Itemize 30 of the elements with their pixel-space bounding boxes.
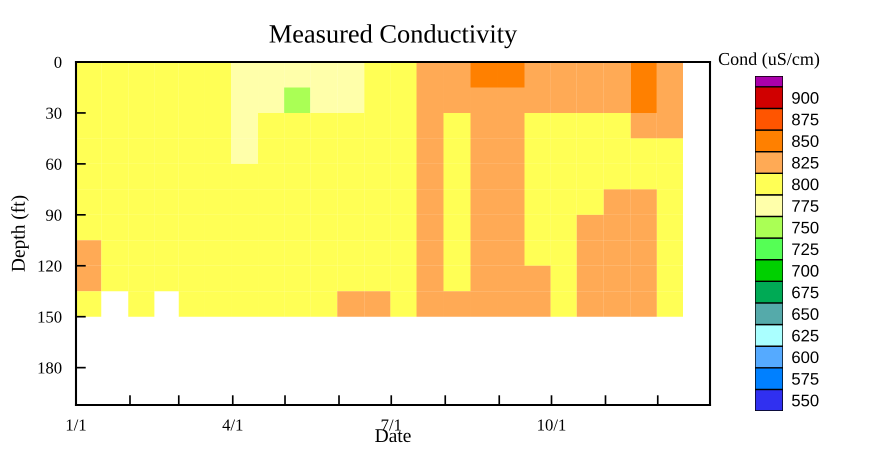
color-bar-label: 850 (792, 135, 818, 148)
color-bar-label: 600 (792, 351, 818, 364)
color-bar-label: 775 (792, 200, 818, 212)
color-bar-label: 725 (792, 243, 818, 256)
y-tick-label: 30 (46, 108, 62, 119)
y-tick-label: 120 (38, 260, 62, 272)
color-bar-label: 675 (792, 286, 818, 298)
color-bar-title: Cond (uS/cm) (718, 52, 820, 69)
x-tick-label: 7/1 (382, 419, 401, 431)
color-bar-label: 575 (792, 373, 818, 385)
color-bar-label: 825 (792, 156, 818, 169)
color-bar-label: 875 (792, 114, 818, 126)
chart-title: Measured Conductivity (270, 24, 518, 48)
y-tick-label: 90 (46, 210, 62, 221)
y-tick-label: 0 (54, 56, 62, 68)
y-tick-label: 180 (38, 362, 62, 374)
color-bar-label: 550 (792, 394, 818, 406)
y-tick-label: 60 (46, 158, 62, 170)
x-tick-label: 4/1 (222, 419, 242, 431)
x-axis-title: Date (375, 429, 411, 442)
x-tick-label: 1/1 (66, 419, 86, 431)
y-axis-title: Depth (ft) (10, 196, 29, 272)
color-bar-label: 800 (792, 178, 818, 190)
color-bar-label: 750 (792, 222, 818, 234)
color-bar-label: 900 (792, 92, 818, 104)
x-tick-label: 10/1 (538, 419, 566, 431)
color-bar-label: 625 (792, 330, 818, 342)
color-bar-label: 650 (792, 308, 818, 320)
color-bar-label: 700 (792, 264, 818, 277)
y-tick-label: 150 (38, 311, 62, 323)
